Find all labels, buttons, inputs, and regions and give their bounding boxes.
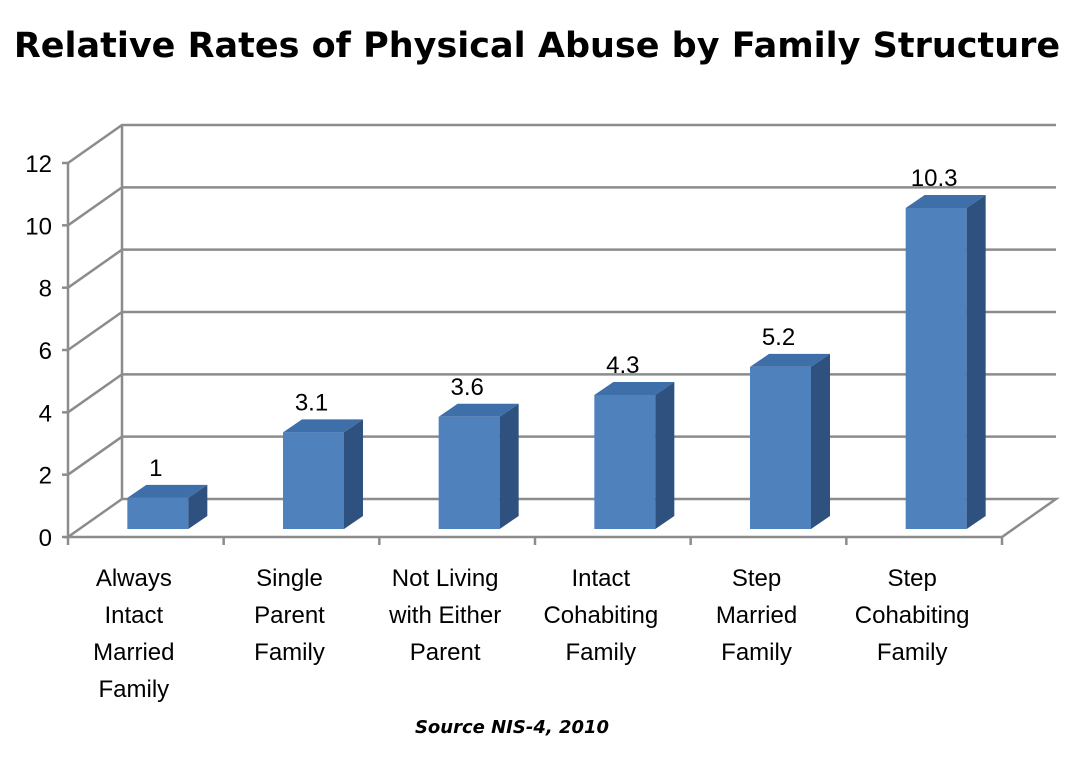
- bar-side: [344, 419, 363, 529]
- bar: [905, 194, 986, 529]
- x-category-label-line: Married: [93, 639, 174, 666]
- bar-top: [127, 484, 208, 498]
- bar-top: [283, 419, 363, 433]
- x-category-label-line: Parent: [254, 602, 325, 629]
- bar-top: [438, 403, 519, 417]
- x-category-label-line: Always: [96, 565, 172, 592]
- bar-front: [127, 497, 189, 529]
- value-label: 1: [149, 455, 162, 482]
- bar: [438, 403, 519, 529]
- bar-top: [905, 194, 986, 208]
- x-category-label: Always Intact Married Family: [93, 565, 174, 703]
- bar: [283, 419, 363, 529]
- x-category-label: Single Parent Family: [254, 565, 325, 666]
- x-category-label-line: Parent: [410, 639, 481, 666]
- value-label: 4.3: [606, 352, 639, 379]
- bar-side: [655, 381, 675, 529]
- y-tick-label: 6: [39, 338, 52, 365]
- bar: [127, 484, 208, 529]
- y-tick-label: 2: [39, 463, 52, 490]
- x-category-label-line: Cohabiting: [543, 602, 658, 629]
- value-label: 3.1: [295, 389, 328, 416]
- bar-side: [966, 194, 986, 529]
- x-category-label-line: Step: [887, 565, 936, 592]
- bar-front: [283, 432, 344, 529]
- bar-front: [438, 416, 500, 529]
- x-category-label: Step Married Family: [716, 565, 797, 666]
- value-label: 10.3: [911, 165, 958, 192]
- x-category-label-line: Intact: [104, 602, 163, 629]
- x-category-label-line: Intact: [571, 565, 630, 592]
- labels: 0 2 4 6 8 10 12 1 Always Intact Married Family 3.1 Si…: [25, 151, 969, 703]
- x-category-label-line: Family: [721, 639, 792, 666]
- y-tick-label: 0: [39, 525, 52, 552]
- x-category-label: Step Cohabiting Family: [855, 565, 970, 666]
- bar: [594, 381, 675, 529]
- bar-side: [188, 484, 208, 529]
- bar-front: [905, 207, 967, 529]
- value-label: 3.6: [450, 374, 483, 401]
- x-category-label: Intact Cohabiting Family: [543, 565, 658, 666]
- gridline: [67, 123, 1056, 165]
- x-category-label-line: Married: [716, 602, 797, 629]
- x-category-label-line: with Either: [388, 602, 501, 629]
- value-label: 5.2: [762, 324, 795, 351]
- bars: [127, 194, 986, 529]
- x-category-label-line: Single: [256, 565, 323, 592]
- x-category-label-line: Step: [732, 565, 781, 592]
- bar-top: [750, 353, 830, 367]
- bar: [750, 353, 830, 529]
- chart-title: Relative Rates of Physical Abuse by Fami…: [14, 26, 1060, 66]
- y-tick-label: 4: [39, 400, 52, 427]
- x-category-label-line: Cohabiting: [855, 602, 970, 629]
- bar-front: [750, 366, 811, 529]
- x-category-label: Not Living with Either Parent: [388, 565, 501, 666]
- x-category-label-line: Not Living: [392, 565, 499, 592]
- bar-side: [499, 403, 519, 529]
- source-note: Source NIS-4, 2010: [415, 717, 609, 738]
- bar-side: [811, 353, 830, 529]
- bar-front: [594, 394, 656, 529]
- x-category-label-line: Family: [98, 676, 169, 703]
- x-category-label-line: Family: [565, 639, 636, 666]
- y-tick-label: 8: [39, 276, 52, 303]
- axes: [62, 125, 1060, 545]
- x-category-label-line: Family: [254, 639, 325, 666]
- y-tick-label: 10: [25, 213, 52, 240]
- bar-top: [594, 381, 675, 395]
- y-tick-label: 12: [25, 151, 52, 178]
- x-category-label-line: Family: [877, 639, 948, 666]
